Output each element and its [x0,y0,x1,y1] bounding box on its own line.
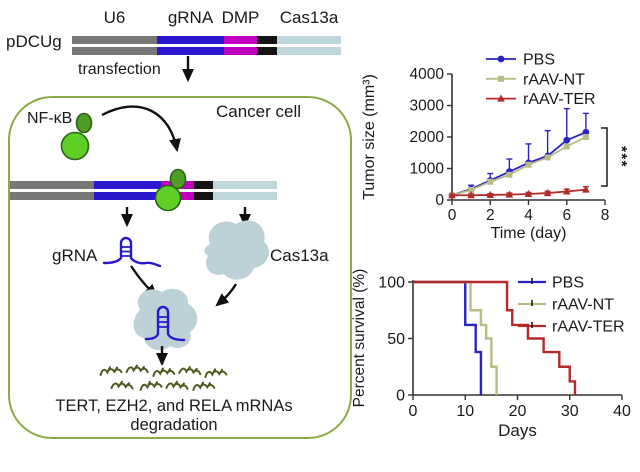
cancer-cell-boundary [8,96,352,439]
survival-chart: 0 50 100 0 10 20 30 40 Days Percent survival (%) P… [351,269,631,440]
survival-legend: PBS rAAV-NT rAAV-TER [518,275,625,336]
degradation-line1: TERT, EZH2, and RELA mRNAs [55,397,293,415]
transfection-label: transfection [78,61,161,78]
grna-cas13a-complex [133,288,198,351]
x-tick-label: 40 [613,403,631,420]
segment-label-u6: U6 [103,8,126,27]
survival-axes: 0 50 100 0 10 20 30 40 Days Percent survival (%) [351,269,631,440]
grna-hairpin-icon [102,236,162,268]
y-tick-label: 0 [396,388,405,405]
degradation-line2: degradation [130,416,218,434]
y-tick-label: 0 [435,192,444,209]
x-tick-label: 4 [524,207,533,224]
x-tick-label: 8 [601,207,610,224]
y-axis-title: Tumor size (mm³) [361,74,378,200]
segment-label-cas13a: Cas13a [279,8,339,27]
plasmid-construct-bar [72,36,341,55]
y-axis-title: Percent survival (%) [351,269,368,408]
legend-label: rAAV-NT [523,71,585,88]
construct-segment-u6 [10,192,95,200]
legend-label: rAAV-TER [552,319,625,336]
x-tick-label: 0 [448,207,457,224]
series-rAAV-TER [448,185,590,199]
construct-segment-dmp [224,47,257,55]
x-tick-label: 20 [509,403,527,420]
cas13a-protein-blob [204,220,269,280]
construct-segment-grna [94,192,161,200]
plasmid-label: pDCUg [6,32,62,51]
construct-segment-spacer [193,181,214,189]
nfkb-subunit-small [75,112,93,134]
cas13a-label: Cas13a [270,246,329,265]
construct-segment-grna [157,36,224,44]
cas13a-assembly-arrow [215,283,238,307]
construct-segment-grna [157,47,224,55]
legend-label: PBS [523,52,555,69]
nfkb-binding-arrow [101,105,181,153]
complex-grna-hairpin [144,305,186,342]
degraded-mrna-fragments [99,364,228,391]
legend-label: rAAV-NT [552,297,614,314]
tumor-legend: PBS rAAV-NT rAAV-TER [486,52,596,108]
x-tick-label: 2 [486,207,495,224]
series-PBS [448,107,590,199]
construct-segment-spacer [193,192,214,200]
degradation-caption: TERT, EZH2, and RELA mRNAs degradation [14,397,334,435]
complex-blob [133,288,198,351]
nfkb-protein [60,112,93,161]
nfkb-subunit-large [60,131,90,161]
y-tick-label: 3000 [410,98,445,115]
nfkb-label: NF-κB [27,110,73,127]
survival-curve-rAAV-TER [413,280,577,395]
survival-curve-rAAV-NT [413,280,498,395]
significance-bracket: *** [601,127,630,187]
y-tick-label: 100 [378,275,405,292]
construct-segment-cas13a [213,192,277,200]
mechanism-diagram: pDCUg U6 gRNA DMP Cas13a transfection Cance… [6,8,352,439]
cancer-cell-label: Cancer cell [216,102,302,121]
construct-segment-u6 [72,47,157,55]
x-tick-label: 30 [561,403,579,420]
nfkb-bound-on-dmp [154,168,187,212]
x-axis-title: Days [498,421,537,440]
tumor-size-chart: 0 1000 2000 3000 4000 0 2 4 6 8 Time (day) Tumor si… [361,52,630,243]
y-tick-label: 1000 [410,161,445,178]
x-tick-label: 10 [456,403,474,420]
construct-segment-dmp [224,36,257,44]
y-tick-label: 2000 [410,129,445,146]
segment-label-grna: gRNA [167,8,214,27]
construct-segment-spacer [257,47,277,55]
tumor-axes: 0 1000 2000 3000 4000 0 2 4 6 8 Time (day) Tumor si… [361,66,609,242]
segment-label-dmp: DMP [221,8,260,27]
legend-label: rAAV-TER [523,91,596,108]
legend-label: PBS [552,275,584,292]
x-tick-label: 0 [409,403,418,420]
construct-segment-u6 [10,181,95,189]
nfkb-subunit-large [154,184,182,212]
construct-segment-u6 [72,36,157,44]
x-axis-title: Time (day) [491,225,567,242]
construct-segment-cas13a [277,47,341,55]
y-tick-label: 50 [387,331,405,348]
diagram-artwork [60,56,269,391]
construct-strand [72,47,341,55]
construct-segment-grna [94,181,161,189]
grna-label: gRNA [52,246,98,265]
construct-strand [72,36,341,44]
y-tick-label: 4000 [410,66,445,83]
significance-stars: *** [613,146,630,168]
construct-segment-spacer [257,36,277,44]
construct-segment-cas13a [213,181,277,189]
nfkb-subunit-small [169,168,187,190]
construct-segment-cas13a [277,36,341,44]
x-tick-label: 6 [562,207,571,224]
